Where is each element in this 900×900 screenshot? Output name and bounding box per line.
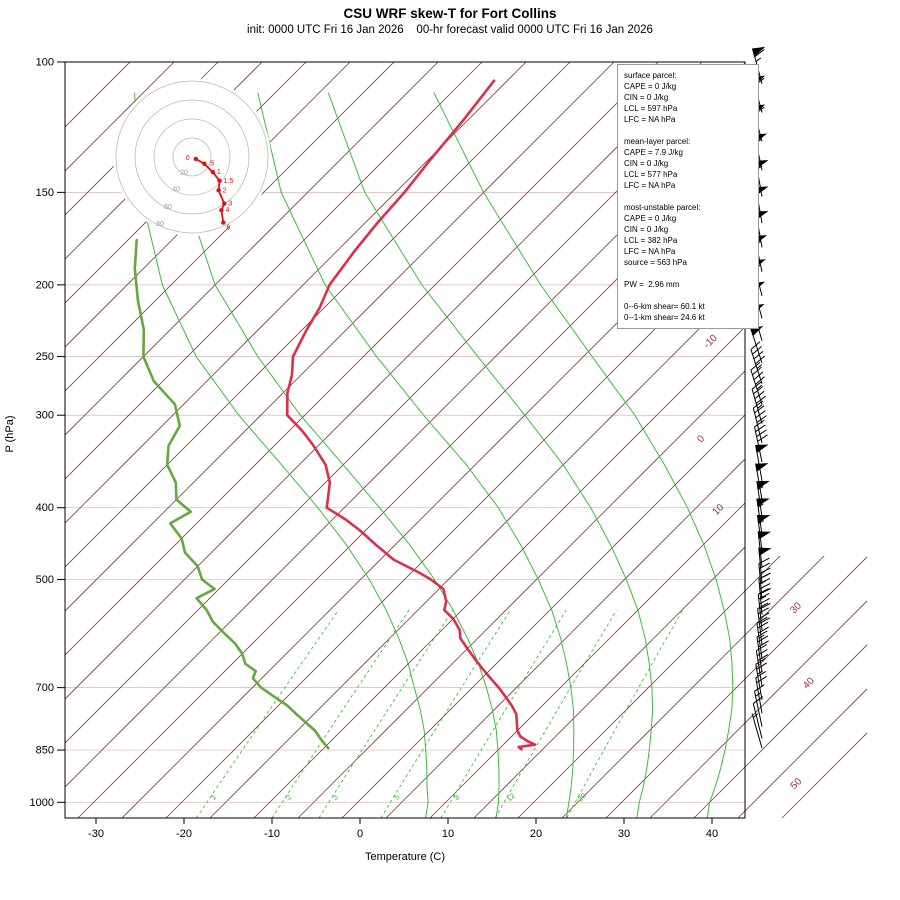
info-line: surface parcel: (624, 71, 677, 80)
info-line (624, 268, 752, 279)
temp-tick-label: 30 (618, 828, 630, 840)
hodo-point-label: 3 (228, 201, 232, 208)
pressure-tick-label: 150 (36, 187, 54, 199)
mixing-ratio-label: 12 (505, 791, 517, 803)
temp-tick-label: 40 (706, 828, 718, 840)
moist-adiabats (134, 92, 734, 818)
hodo-ring-label: 80 (156, 221, 164, 228)
pressure-tick-label: 850 (36, 745, 54, 757)
info-line (624, 125, 752, 136)
info-line: mean-layer parcel: (624, 137, 691, 146)
hodo-point-label: 1 (217, 169, 221, 176)
info-line: source = 563 hPa (624, 258, 687, 267)
hodo-point-label: 6 (226, 225, 230, 232)
info-line: LCL = 382 hPa (624, 236, 678, 245)
isotherm-label: -10 (702, 332, 720, 350)
isotherms (65, 62, 867, 818)
info-line: CAPE = 0 J/kg (624, 82, 677, 91)
hodo-point-label: 1.5 (224, 178, 234, 185)
info-line: 0--1-km shear= 24.6 kt (624, 313, 705, 322)
info-line: LFC = NA hPa (624, 247, 676, 256)
temp-tick-label: -10 (264, 828, 280, 840)
pressure-tick-label: 500 (36, 574, 54, 586)
pressure-tick-label: 100 (36, 57, 54, 69)
dewpoint-trace (133, 238, 330, 750)
mixing-ratio-label: 20 (576, 791, 588, 803)
figure-title: CSU WRF skew-T for Fort Collins (343, 6, 557, 21)
info-line: 0--6-km shear= 60.1 kt (624, 302, 705, 311)
hodo-ring-label: 20 (180, 169, 188, 176)
mixing-ratio-label: 5 (392, 793, 401, 802)
info-line (624, 191, 752, 202)
mixing-ratio-label: 1 (209, 793, 218, 802)
pressure-tick-label: 700 (36, 682, 54, 694)
isotherm-label: 0 (695, 433, 707, 445)
info-line: LFC = NA hPa (624, 181, 676, 190)
temp-tick-label: 10 (442, 828, 454, 840)
pressure-tick-label: 1000 (30, 797, 54, 809)
temperature-axis: -30 -20 -10 0 10 20 30 40 (88, 818, 718, 840)
wind-barbs (750, 46, 772, 749)
info-line: LCL = 597 hPa (624, 104, 678, 113)
temp-tick-label: 0 (357, 828, 363, 840)
hodo-point-label: 2 (223, 187, 227, 194)
plot-frame (64, 61, 746, 819)
pressure-axis: 100 150 200 250 300 400 500 700 850 1000 (30, 57, 65, 809)
mixing-ratio-labels: 1 2 3 5 8 12 20 (209, 791, 588, 803)
x-axis-label: Temperature (C) (364, 851, 446, 863)
mixing-ratio-label: 8 (452, 793, 461, 802)
hodo-point-label: 0 (186, 155, 190, 162)
temp-tick-label: 20 (530, 828, 542, 840)
hodo-ring-label: 60 (164, 204, 172, 211)
hodo-point-label: 4 (225, 207, 229, 214)
hodograph: 20 40 60 80 0 .511.5 234 6 (113, 78, 271, 236)
pressure-tick-label: 250 (36, 351, 54, 363)
mixing-ratio-label: 3 (331, 793, 340, 802)
isotherm-label: 30 (788, 600, 804, 616)
isotherm-label: 50 (789, 776, 805, 792)
mixing-ratio-lines (196, 609, 683, 818)
isotherm-labels: -10 0 10 30 40 50 (695, 332, 817, 791)
isotherm-label: 40 (801, 675, 817, 691)
info-line (624, 290, 752, 301)
pressure-tick-label: 200 (36, 279, 54, 291)
info-line: CIN = 0 J/kg (624, 225, 669, 234)
info-line: LFC = NA hPa (624, 115, 676, 124)
info-line: most-unstable parcel: (624, 203, 701, 212)
pressure-tick-label: 400 (36, 502, 54, 514)
info-line: CIN = 0 J/kg (624, 159, 669, 168)
info-line: PW = 2.96 mm (624, 280, 680, 289)
figure-subtitle: init: 0000 UTC Fri 16 Jan 2026 00-hr for… (247, 24, 653, 36)
sounding-profiles (133, 79, 537, 751)
mixing-ratio-label: 2 (284, 793, 293, 802)
pressure-tick-label: 300 (36, 410, 54, 422)
parcel-info-box: surface parcel: CAPE = 0 J/kg CIN = 0 J/kg… (617, 64, 759, 329)
info-line: CAPE = 7.9 J/kg (624, 148, 683, 157)
isotherm-label: 10 (711, 502, 727, 518)
info-line: CAPE = 0 J/kg (624, 214, 677, 223)
temperature-trace (285, 79, 537, 751)
hodo-point-label: .5 (208, 161, 214, 168)
info-line: LCL = 577 hPa (624, 170, 678, 179)
temp-tick-label: -20 (176, 828, 192, 840)
info-line: CIN = 0 J/kg (624, 93, 669, 102)
temp-tick-label: -30 (88, 828, 104, 840)
hodo-ring-label: 40 (172, 187, 180, 194)
